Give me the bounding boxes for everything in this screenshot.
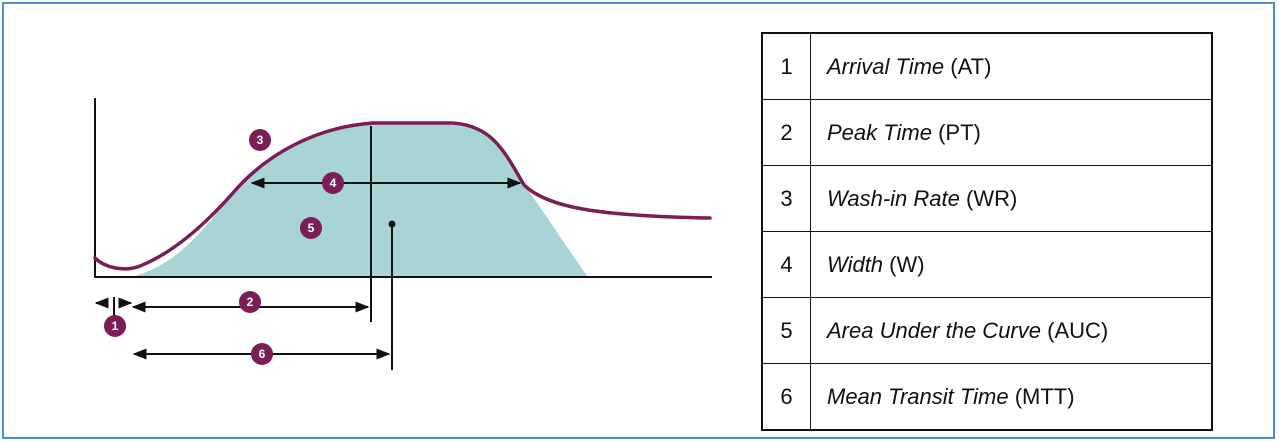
legend-abbreviation: (W): [889, 252, 924, 277]
badge-6: 6: [251, 343, 273, 365]
legend-row: 6 Mean Transit Time (MTT): [762, 364, 1212, 431]
badge-1: 1: [104, 315, 126, 337]
legend-number: 2: [762, 100, 811, 166]
legend-abbreviation: (PT): [938, 120, 981, 145]
legend-abbreviation: (AT): [950, 54, 991, 79]
legend-term: Wash-in Rate: [827, 186, 960, 211]
badge-1-label: 1: [112, 319, 119, 333]
legend-description: Peak Time (PT): [811, 100, 1213, 166]
legend-row: 3 Wash-in Rate (WR): [762, 166, 1212, 232]
badge-5: 5: [300, 217, 322, 239]
legend-description: Area Under the Curve (AUC): [811, 298, 1213, 364]
legend-abbreviation: (AUC): [1047, 318, 1108, 343]
badge-5-label: 5: [308, 221, 315, 235]
legend-abbreviation: (MTT): [1015, 384, 1075, 409]
legend-description: Arrival Time (AT): [811, 33, 1213, 100]
legend-term: Area Under the Curve: [827, 318, 1041, 343]
legend-row: 1 Arrival Time (AT): [762, 33, 1212, 100]
legend-row: 2 Peak Time (PT): [762, 100, 1212, 166]
legend-number: 5: [762, 298, 811, 364]
legend-term: Arrival Time: [827, 54, 944, 79]
badge-4: 4: [322, 172, 344, 194]
legend-number: 6: [762, 364, 811, 431]
legend-row: 4 Width (W): [762, 232, 1212, 298]
parameter-legend-table: 1 Arrival Time (AT) 2 Peak Time (PT) 3 W…: [761, 32, 1213, 431]
legend-term: Peak Time: [827, 120, 932, 145]
mean-transit-time-point: [389, 221, 396, 228]
legend-term: Mean Transit Time: [827, 384, 1009, 409]
badge-4-label: 4: [330, 176, 337, 190]
area-under-curve-fill: [132, 123, 588, 277]
legend-number: 3: [762, 166, 811, 232]
legend-term: Width: [827, 252, 883, 277]
badge-3-label: 3: [257, 133, 264, 147]
legend-abbreviation: (WR): [966, 186, 1017, 211]
legend-description: Width (W): [811, 232, 1213, 298]
legend-row: 5 Area Under the Curve (AUC): [762, 298, 1212, 364]
badge-6-label: 6: [259, 347, 266, 361]
legend-description: Mean Transit Time (MTT): [811, 364, 1213, 431]
badge-2-label: 2: [247, 295, 254, 309]
badge-3: 3: [249, 129, 271, 151]
legend-description: Wash-in Rate (WR): [811, 166, 1213, 232]
legend-number: 4: [762, 232, 811, 298]
badge-2: 2: [239, 291, 261, 313]
legend-number: 1: [762, 33, 811, 100]
